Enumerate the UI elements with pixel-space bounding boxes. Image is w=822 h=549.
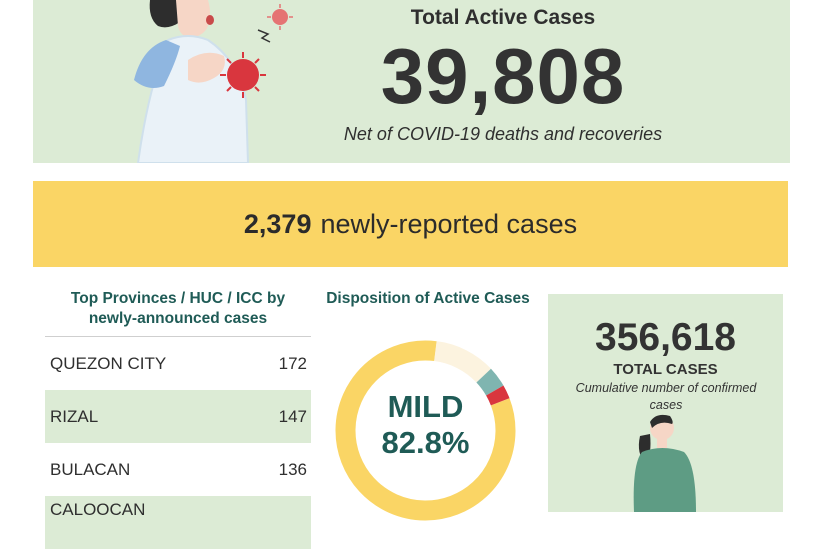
total-cases-label: TOTAL CASES: [613, 361, 718, 378]
provinces-title: Top Provinces / HUC / ICC by newly-annou…: [70, 290, 286, 327]
province-name: CALOOCAN: [50, 500, 146, 519]
hero-panel: Total Active Cases 39,808 Net of COVID-1…: [33, 0, 790, 163]
donut-center-percent: 82.8%: [381, 425, 470, 460]
donut-segment-other-3: [335, 340, 516, 521]
table-row: QUEZON CITY 172: [45, 337, 311, 390]
total-cases-subtitle: Cumulative number of confirmed cases: [575, 381, 757, 412]
province-name: QUEZON CITY: [50, 353, 167, 373]
total-cases-card: 356,618 TOTAL CASES Cumulative number of…: [548, 294, 783, 512]
disposition-donut-chart: [335, 340, 516, 521]
province-value: 136: [278, 459, 307, 479]
table-row: CALOOCAN: [45, 496, 311, 549]
table-row: BULACAN 136: [45, 443, 311, 496]
provinces-table: QUEZON CITY 172 RIZAL 147 BULACAN 136 CA…: [45, 336, 311, 549]
disposition-title: Disposition of Active Cases: [326, 290, 530, 307]
active-cases-number: 39,808: [380, 32, 626, 120]
province-value: 172: [278, 353, 307, 373]
total-cases-number: 356,618: [595, 316, 736, 359]
table-row: RIZAL 147: [45, 390, 311, 443]
donut-center-label: MILD 82.8%: [333, 390, 518, 462]
person-icon: [633, 414, 696, 512]
province-name: BULACAN: [50, 459, 131, 479]
province-value: 147: [278, 406, 307, 426]
donut-segment-other-2: [335, 340, 516, 521]
new-cases-text: newly-reported cases: [320, 208, 578, 239]
new-cases-banner: 2,379 newly-reported cases: [33, 181, 788, 267]
hero-title: Total Active Cases: [410, 6, 596, 29]
hero-subtitle: Net of COVID-19 deaths and recoveries: [343, 124, 663, 144]
donut-center-category: MILD: [387, 389, 464, 424]
donut-segment-mild: [335, 340, 516, 521]
coughing-person-icon: [134, 0, 293, 163]
new-cases-count: 2,379: [243, 208, 312, 239]
province-name: RIZAL: [50, 406, 99, 426]
